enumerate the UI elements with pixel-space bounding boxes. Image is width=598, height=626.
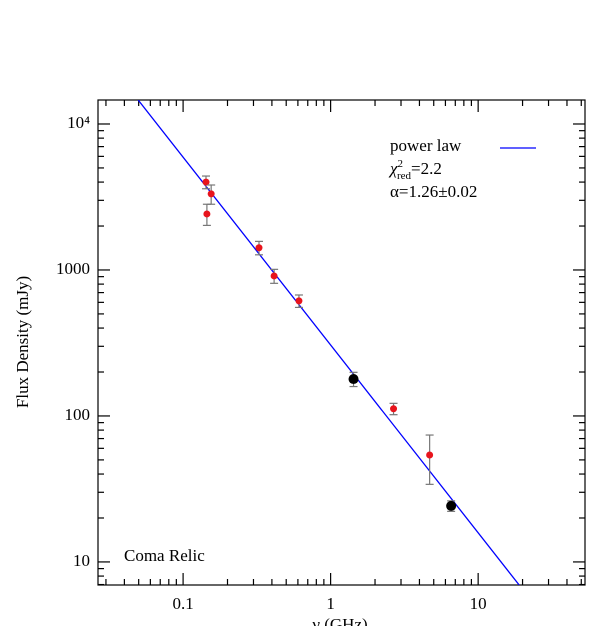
y-tick-label: 100	[65, 405, 91, 424]
y-axis-label: Flux Density (mJy)	[13, 276, 32, 408]
data-point	[255, 244, 263, 252]
data-point	[202, 178, 210, 186]
fit-chi: χ2 red=2.2	[388, 158, 442, 182]
chi-sup: 2	[397, 158, 403, 170]
x-tick-label: 1	[326, 594, 335, 613]
data-point	[390, 405, 398, 413]
x-tick-label: 10	[470, 594, 487, 613]
data-point	[426, 451, 434, 459]
y-tick-label: 10	[73, 551, 90, 570]
y-tick-label: 1000	[56, 259, 90, 278]
legend-label: power law	[390, 136, 462, 155]
fit-line	[137, 100, 520, 585]
chi-sub: red	[397, 170, 412, 182]
data-point	[348, 374, 359, 385]
data-point	[446, 500, 457, 511]
x-tick-label: 0.1	[172, 594, 193, 613]
data-point	[203, 210, 211, 218]
data-point	[207, 190, 215, 198]
data-point	[295, 297, 303, 305]
chi-symbol: χ	[388, 159, 398, 178]
x-axis-label: ν (GHz)	[312, 615, 367, 626]
y-tick-label: 10⁴	[67, 113, 90, 132]
plot-frame	[97, 99, 586, 586]
annotation: Coma Relic	[124, 546, 205, 565]
fit-alpha: α=1.26±0.02	[390, 182, 477, 201]
chi-value: =2.2	[411, 159, 442, 178]
data-point	[270, 272, 278, 280]
